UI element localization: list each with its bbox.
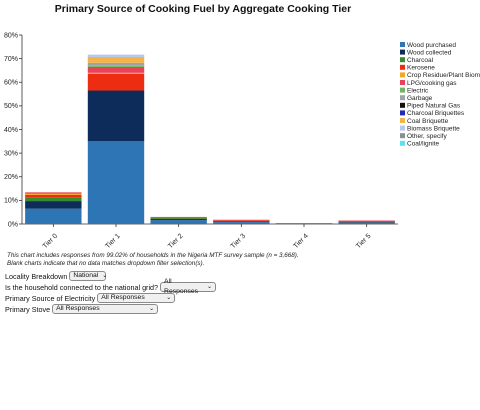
electricity-select[interactable]: All Responses ⌄ — [97, 293, 176, 303]
bar-segment-tier-3-wood-purchased[interactable] — [213, 222, 270, 224]
electricity-label: Primary Source of Electricity — [5, 293, 96, 303]
bar-segment-tier-1-electric[interactable] — [87, 65, 145, 67]
footnote-line-1: This chart includes responses from 99.02… — [7, 252, 299, 259]
bar-segment-tier-5-charcoal[interactable] — [338, 221, 395, 223]
y-tick-label: 0% — [8, 221, 18, 228]
legend-swatch — [400, 64, 405, 70]
locality-label: Locality Breakdown — [5, 271, 68, 281]
legend-label: LPG/cooking gas — [407, 80, 457, 87]
stove-select[interactable]: All Responses ⌄ — [52, 304, 159, 314]
bar-segment-tier-1-biomass-briquette[interactable] — [87, 54, 145, 57]
locality-select-value: National — [73, 272, 99, 279]
legend-swatch — [400, 49, 405, 55]
y-tick-label: 70% — [4, 56, 18, 63]
x-tick-label: Tier 5 — [355, 233, 372, 250]
legend-label: Other, specify — [407, 133, 447, 140]
legend-label: Garbage — [407, 95, 433, 102]
legend-swatch — [400, 125, 405, 131]
bar-segment-tier-1-crop-residue-plant-biomass[interactable] — [87, 72, 145, 74]
grid-select[interactable]: All Responses ⌄ — [160, 278, 217, 295]
bar-segment-tier-0-lpg-cooking-gas[interactable] — [25, 192, 82, 194]
bar-segment-tier-5-wood-collected[interactable] — [338, 222, 395, 223]
x-tick-label: Tier 1 — [104, 233, 121, 250]
bar-segment-tier-0-kerosene[interactable] — [25, 194, 82, 198]
bar-segment-tier-2-wood-purchased[interactable] — [150, 220, 207, 224]
x-tick-label: Tier 0 — [42, 233, 59, 250]
legend-swatch — [400, 102, 405, 108]
y-tick-label: 10% — [4, 198, 18, 205]
bar-segment-tier-3-kerosene[interactable] — [213, 220, 270, 221]
bar-segment-tier-1-lpg-cooking-gas[interactable] — [87, 66, 145, 73]
legend-label: Kerosene — [407, 65, 435, 72]
electricity-select-value: All Responses — [101, 294, 145, 301]
legend-swatch — [400, 95, 405, 101]
legend-label: Electric — [407, 87, 429, 94]
legend-swatch — [400, 80, 405, 85]
electricity-control: Primary Source of Electricity All Respon… — [5, 293, 176, 303]
chevron-down-icon: ⌄ — [207, 284, 213, 290]
chart-footnote: This chart includes responses from 99.02… — [7, 252, 447, 267]
stove-control: Primary Stove All Responses ⌄ — [5, 304, 159, 314]
locality-control: Locality Breakdown National ⌄ — [5, 271, 108, 281]
legend-swatch — [400, 140, 405, 146]
legend-label: Biomass Briquette — [407, 125, 460, 132]
bar-segment-tier-2-charcoal[interactable] — [150, 218, 207, 220]
stacked-bar-chart: Primary Source of Cooking Fuel by Aggreg… — [4, 3, 480, 250]
y-tick-label: 30% — [4, 150, 18, 157]
legend-swatch — [400, 110, 405, 116]
x-tick-label: Tier 2 — [167, 233, 184, 250]
legend-label: Coal Briquette — [407, 118, 449, 125]
bar-segment-tier-3-wood-collected[interactable] — [213, 221, 270, 223]
legend-label: Coal/lignite — [407, 141, 440, 148]
bar-segment-tier-0-charcoal[interactable] — [25, 197, 82, 202]
legend-swatch — [400, 87, 405, 93]
legend-label: Crop Residue/Plant Biomass — [407, 72, 480, 79]
legend-swatch — [400, 118, 405, 123]
chart-title: Primary Source of Cooking Fuel by Aggreg… — [55, 3, 351, 15]
stove-label: Primary Stove — [5, 304, 51, 314]
y-tick-label: 80% — [4, 32, 18, 39]
y-tick-label: 60% — [4, 80, 18, 87]
legend-label: Wood collected — [407, 49, 452, 56]
bar-segment-tier-0-wood-purchased[interactable] — [25, 208, 82, 224]
y-tick-label: 50% — [4, 103, 18, 110]
footnote-line-2: Blank charts indicate that no data match… — [7, 259, 205, 267]
grid-label: Is the household connected to the nation… — [5, 282, 159, 292]
stove-select-value: All Responses — [56, 305, 100, 312]
chevron-down-icon: ⌄ — [102, 273, 108, 279]
bar-segment-tier-5-wood-purchased[interactable] — [338, 222, 395, 224]
legend-label: Charcoal Briquettes — [407, 110, 465, 117]
legend-label: Piped Natural Gas — [407, 103, 461, 110]
legend-label: Charcoal — [407, 57, 434, 64]
bar-segment-tier-0-crop-residue-plant-biomass[interactable] — [25, 193, 82, 195]
chevron-down-icon: ⌄ — [149, 306, 155, 312]
y-tick-label: 20% — [4, 174, 18, 181]
bar-segment-tier-2-wood-collected[interactable] — [150, 219, 207, 221]
bar-segment-tier-1-coal-briquette[interactable] — [87, 56, 145, 63]
y-tick-label: 40% — [4, 127, 18, 134]
bar-segment-tier-1-kerosene[interactable] — [87, 73, 145, 91]
legend-swatch — [400, 42, 405, 47]
bar-segment-tier-2-lpg-cooking-gas[interactable] — [150, 216, 207, 218]
bars-group — [25, 54, 395, 224]
chevron-down-icon: ⌄ — [166, 295, 172, 301]
bar-segment-tier-0-wood-collected[interactable] — [25, 201, 82, 209]
bar-segment-tier-1-garbage[interactable] — [87, 62, 145, 66]
grid-control: Is the household connected to the nation… — [5, 278, 217, 295]
legend-swatch — [400, 72, 405, 78]
legend-swatch — [400, 133, 405, 139]
bar-segment-tier-1-wood-collected[interactable] — [87, 90, 145, 142]
legend-swatch — [400, 57, 405, 63]
x-tick-label: Tier 4 — [292, 233, 309, 250]
bar-segment-tier-1-wood-purchased[interactable] — [87, 141, 145, 224]
locality-select[interactable]: National ⌄ — [69, 271, 108, 281]
grid-select-value: All Responses — [164, 278, 199, 295]
legend-label: Wood purchased — [407, 42, 456, 49]
x-tick-label: Tier 3 — [230, 233, 247, 250]
